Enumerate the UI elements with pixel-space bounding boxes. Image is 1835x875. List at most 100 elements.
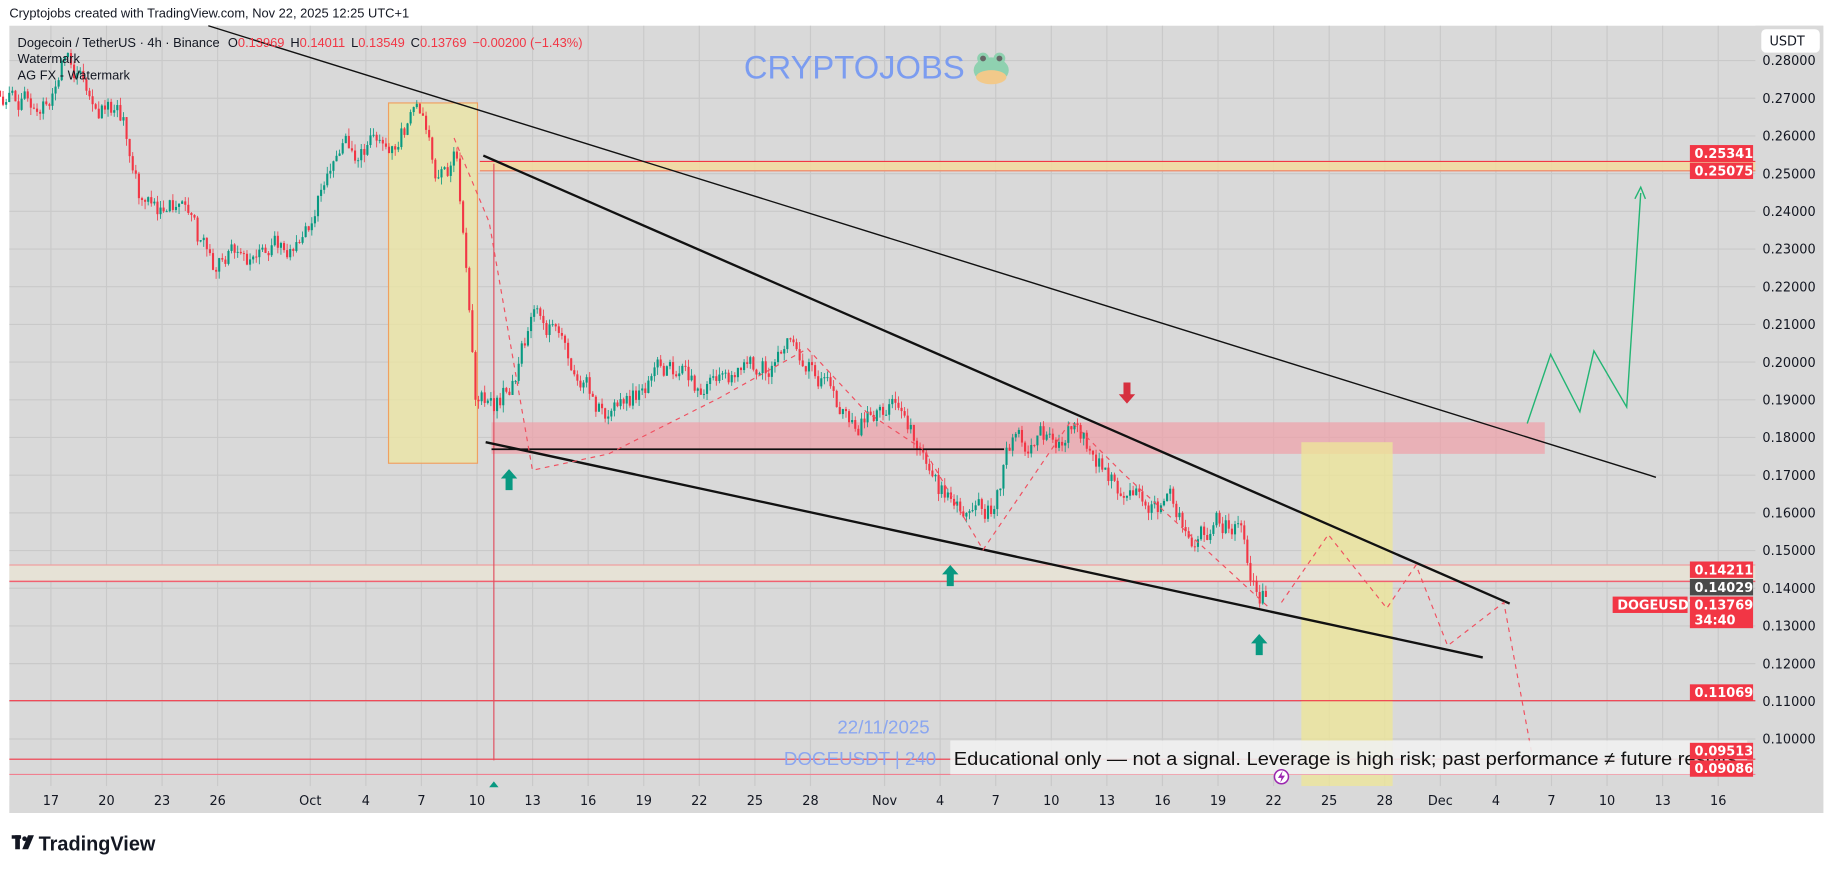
time-tick-label: 28	[802, 794, 818, 809]
candle	[1264, 585, 1267, 598]
time-tick-label: 7	[1547, 794, 1555, 809]
candle	[804, 365, 807, 375]
wedge-upper-trendline[interactable]	[482, 154, 1511, 605]
chart-panel[interactable]	[9, 25, 1824, 814]
candle	[239, 248, 242, 255]
candle	[66, 52, 69, 58]
candle	[736, 367, 739, 382]
candle	[0, 90, 2, 97]
candle	[486, 398, 489, 405]
candle	[1020, 425, 1024, 447]
candle	[986, 500, 990, 522]
candle	[304, 222, 307, 238]
candle	[860, 412, 863, 437]
candle	[295, 235, 298, 253]
candle	[190, 212, 193, 222]
time-tick-label: 10	[1599, 794, 1615, 809]
candle	[841, 408, 844, 419]
candle	[76, 66, 79, 85]
candle	[1252, 573, 1255, 586]
candle	[650, 373, 653, 387]
candle	[1169, 485, 1172, 501]
candle	[35, 103, 39, 116]
svg-text:0.09513: 0.09513	[1695, 745, 1754, 760]
candle	[619, 393, 622, 410]
candle	[684, 360, 687, 372]
indicator-watermark[interactable]: Watermark	[18, 51, 81, 66]
candle	[835, 389, 838, 408]
candle	[332, 160, 335, 178]
lightning-event-icon[interactable]	[1273, 768, 1290, 785]
candle	[307, 225, 310, 232]
symbol-watermark: DOGEUSDT | 240	[784, 748, 936, 769]
consolidation-box[interactable]	[387, 102, 479, 464]
candle	[699, 383, 702, 395]
candle	[1150, 500, 1153, 520]
projection-path-dashed[interactable]	[1280, 533, 1534, 761]
candle	[764, 356, 767, 381]
resistance-zone[interactable]	[479, 161, 1756, 171]
currency-button-label: USDT	[1769, 35, 1804, 50]
svg-text:0.11069: 0.11069	[1695, 686, 1754, 701]
time-axis[interactable]	[9, 786, 1824, 814]
candle	[755, 368, 758, 380]
candle	[959, 497, 962, 516]
candle	[369, 128, 372, 148]
candle	[122, 112, 125, 126]
candle	[208, 243, 211, 256]
upper-trendline[interactable]	[208, 25, 1657, 478]
price-tick-label: 0.24000	[1762, 205, 1815, 220]
pattern-path-dashed[interactable]	[453, 137, 1271, 609]
candle	[425, 111, 428, 135]
candle	[421, 107, 425, 116]
candle	[1132, 485, 1135, 496]
arrow-down-icon[interactable]	[1118, 382, 1136, 404]
candle	[1067, 421, 1070, 449]
candle	[2, 90, 5, 107]
candle	[610, 408, 613, 422]
candle	[693, 374, 696, 393]
candle	[20, 92, 23, 111]
candle	[681, 363, 684, 375]
candle	[8, 86, 11, 103]
candle	[1166, 493, 1169, 502]
price-label-support-3: 0.09086	[1689, 760, 1753, 777]
svg-text:0.13769: 0.13769	[1695, 598, 1754, 613]
candle	[1011, 433, 1014, 457]
candle	[119, 97, 122, 122]
candle	[69, 49, 73, 69]
candle	[678, 365, 681, 381]
candle	[1076, 418, 1079, 433]
demand-zone[interactable]	[9, 565, 1756, 582]
candle	[91, 89, 94, 112]
wedge-lower-trendline[interactable]	[485, 441, 1483, 659]
candle	[597, 402, 601, 412]
candle	[749, 355, 752, 369]
candle	[51, 88, 54, 110]
arrow-up-icon[interactable]	[500, 469, 518, 491]
currency-button[interactable]	[1761, 29, 1820, 53]
arrow-up-icon[interactable]	[942, 565, 959, 587]
candle	[496, 395, 499, 419]
arrow-up-icon[interactable]	[1251, 634, 1268, 656]
crosshair-price-label: 0.14029	[1689, 579, 1753, 596]
candle	[378, 134, 381, 144]
candle	[32, 103, 35, 110]
target-time-box[interactable]	[1301, 442, 1393, 787]
candle	[403, 127, 406, 138]
indicator-agfx-watermark[interactable]: AG FX - Watermark	[18, 68, 131, 83]
candle	[1079, 422, 1082, 443]
candle	[511, 374, 514, 396]
time-tick-label: Nov	[872, 794, 897, 809]
candle	[94, 102, 97, 110]
candle	[715, 369, 718, 386]
bullish-projection-path[interactable]	[1526, 192, 1642, 424]
candle	[807, 358, 810, 379]
candle	[1070, 425, 1073, 434]
symbol-name-label: DOGEUSDT	[1612, 596, 1698, 613]
candle	[116, 100, 119, 118]
candle	[233, 243, 236, 259]
price-axis[interactable]	[1755, 25, 1824, 787]
candle	[338, 149, 341, 157]
candle	[601, 398, 604, 415]
